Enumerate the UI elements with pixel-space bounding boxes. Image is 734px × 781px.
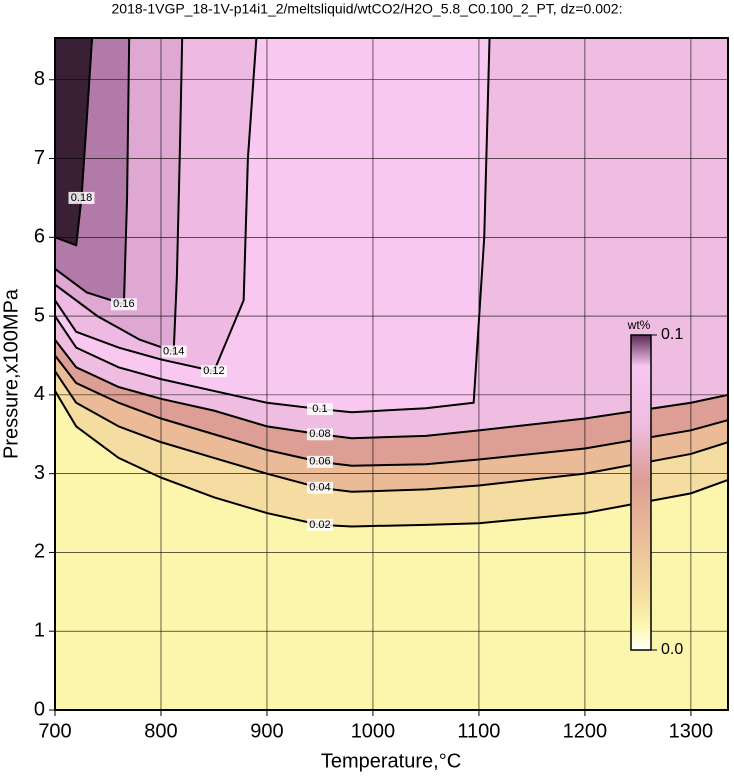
x-tick-label: 1200 bbox=[563, 720, 608, 742]
contour-label: 0.02 bbox=[309, 519, 330, 531]
x-tick-label: 1300 bbox=[669, 720, 714, 742]
x-tick-label: 1100 bbox=[457, 720, 500, 742]
y-tick-label: 1 bbox=[34, 620, 45, 642]
colorbar-tick-label: 0.1 bbox=[661, 326, 683, 343]
contour-label-bg bbox=[110, 298, 137, 311]
contour-label-bg bbox=[306, 518, 333, 531]
contour-label-bg bbox=[306, 455, 333, 468]
colorbar-label: wt% bbox=[627, 318, 651, 332]
y-tick-label: 3 bbox=[34, 462, 45, 484]
y-tick-label: 4 bbox=[34, 383, 45, 405]
x-tick-label: 800 bbox=[144, 720, 177, 742]
y-tick-label: 7 bbox=[34, 147, 45, 169]
contour-label: 0.16 bbox=[113, 298, 134, 310]
x-axis-label: Temperature,°C bbox=[321, 750, 461, 772]
y-axis-label: Pressure,x100MPa bbox=[0, 288, 22, 459]
contour-label-bg bbox=[200, 365, 227, 378]
contour-line bbox=[55, 38, 258, 373]
contour-label: 0.14 bbox=[163, 345, 184, 357]
contour-label-bg bbox=[160, 345, 187, 358]
colorbar-tick-label: 0.0 bbox=[661, 641, 683, 658]
contour-label: 0.06 bbox=[309, 456, 330, 468]
contour-label-bg bbox=[306, 481, 333, 494]
contour-label: 0.18 bbox=[71, 192, 92, 204]
contour-label-bg bbox=[306, 403, 333, 416]
fills bbox=[55, 38, 728, 710]
chart-title: 2018-1VGP_18-1V-p14i1_2/meltsliquid/wtCO… bbox=[112, 1, 623, 17]
contour-label: 0.04 bbox=[309, 482, 330, 494]
contour-label: 0.1 bbox=[312, 403, 327, 415]
x-tick-label: 700 bbox=[38, 720, 71, 742]
x-tick-label: 1000 bbox=[351, 720, 396, 742]
colorbar bbox=[630, 334, 652, 651]
y-tick-label: 0 bbox=[34, 698, 45, 720]
contour-label: 0.12 bbox=[203, 365, 224, 377]
y-tick-label: 5 bbox=[34, 304, 45, 326]
y-tick-label: 8 bbox=[34, 68, 45, 90]
y-tick-label: 2 bbox=[34, 541, 45, 563]
contour-label-bg bbox=[306, 428, 333, 441]
level-fill bbox=[55, 38, 93, 246]
x-tick-label: 900 bbox=[250, 720, 283, 742]
y-tick-label: 6 bbox=[34, 226, 45, 248]
contour-label: 0.08 bbox=[309, 428, 330, 440]
plot-frame bbox=[54, 37, 729, 711]
contour-line bbox=[55, 38, 491, 414]
contour-label-bg bbox=[68, 191, 95, 204]
